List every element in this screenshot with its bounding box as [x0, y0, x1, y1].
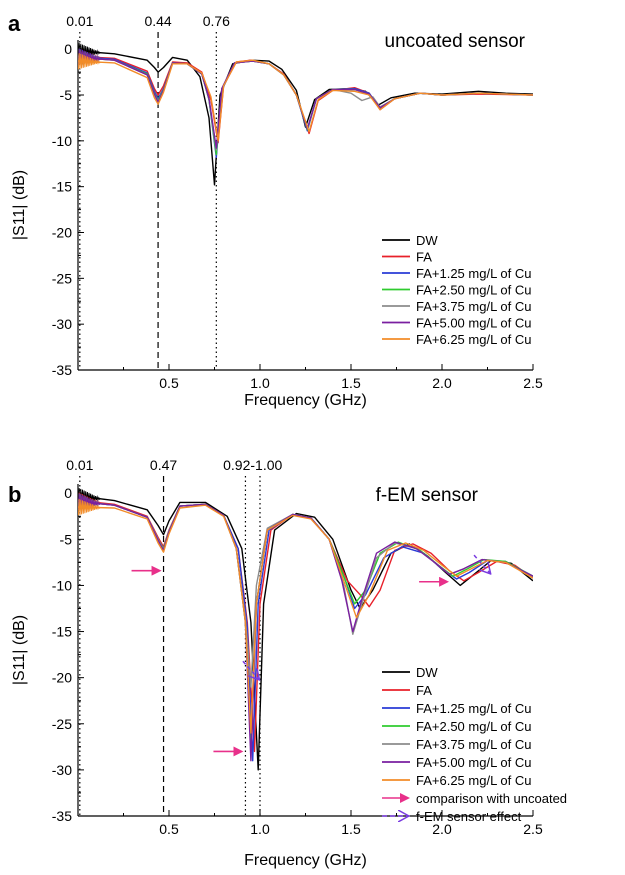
- legend: DW FA FA+1.25 mg/L of Cu FA+2.50 mg/L of Cu…: [382, 665, 567, 824]
- x-tick-label: 2.0: [432, 821, 452, 837]
- legend-label: FA+6.25 mg/L of Cu: [416, 773, 532, 788]
- y-axis-label: |S11| (dB): [11, 615, 28, 685]
- y-tick-label: -15: [52, 179, 72, 195]
- x-tick-label: 1.5: [341, 375, 361, 391]
- y-tick-label: -25: [52, 270, 72, 286]
- series-line-fa-6-25-mg-l-of-cu: [78, 504, 533, 734]
- series-noise: [78, 499, 101, 516]
- x-tick-label: 2.0: [432, 375, 452, 391]
- series-line-fa: [78, 55, 533, 144]
- y-tick-label: -20: [52, 670, 72, 686]
- y-tick-label: -10: [52, 133, 72, 149]
- legend-label: DW: [416, 233, 438, 248]
- x-tick-label: 0.5: [159, 821, 179, 837]
- y-tick-label: -30: [52, 316, 72, 332]
- legend-label: FA+3.75 mg/L of Cu: [416, 737, 532, 752]
- legend-label: FA+1.25 mg/L of Cu: [416, 701, 532, 716]
- chart-title: uncoated sensor: [385, 31, 526, 52]
- legend-label: f-EM sensor effect: [416, 809, 522, 824]
- series-line-dw: [78, 495, 533, 771]
- y-tick-label: -25: [52, 716, 72, 732]
- y-tick-label: 0: [64, 485, 72, 501]
- chart-panel-a: a 0 -5 -10 -15 -20 -25 -30 -35 0.5 1.0 1.5 2.0 2.5 Fre…: [8, 11, 543, 409]
- panel-label: b: [8, 482, 21, 507]
- legend-label: FA+6.25 mg/L of Cu: [416, 332, 532, 347]
- reference-line-label: 0.01: [66, 13, 93, 29]
- legend-label: FA+3.75 mg/L of Cu: [416, 299, 532, 314]
- x-tick-label: 1.5: [341, 821, 361, 837]
- x-tick-label: 0.5: [159, 375, 179, 391]
- series-line-fa-1-25-mg-l-of-cu: [78, 55, 533, 158]
- legend-label: FA+2.50 mg/L of Cu: [416, 719, 532, 734]
- x-tick-label: 1.0: [250, 821, 270, 837]
- legend-label: FA+2.50 mg/L of Cu: [416, 283, 532, 298]
- x-axis-label: Frequency (GHz): [244, 392, 367, 409]
- legend-label: FA+5.00 mg/L of Cu: [416, 316, 532, 331]
- y-tick-label: 0: [64, 41, 72, 57]
- y-tick-label: -10: [52, 577, 72, 593]
- legend-label: FA+5.00 mg/L of Cu: [416, 755, 532, 770]
- chart-panel-b: b 0 -5 -10 -15 -20 -25 -30 -35 0.5 1.0 1.5 2.0 2.5 Fre…: [8, 457, 567, 869]
- x-tick-label: 2.5: [523, 821, 543, 837]
- reference-line-label: 0.01: [66, 457, 93, 473]
- chart-title: f-EM sensor: [376, 485, 479, 506]
- y-axis-label: |S11| (dB): [11, 170, 28, 240]
- series-line-dw: [78, 50, 533, 186]
- x-tick-label: 1.0: [250, 375, 270, 391]
- y-tick-label: -20: [52, 225, 72, 241]
- panel-label: a: [8, 11, 21, 36]
- legend-label: FA: [416, 683, 432, 698]
- y-tick-label: -35: [52, 808, 72, 824]
- series-line-fa-6-25-mg-l-of-cu: [78, 59, 533, 142]
- legend-label: comparison with uncoated: [416, 791, 567, 806]
- legend-label: FA: [416, 250, 432, 265]
- legend-label: FA+1.25 mg/L of Cu: [416, 266, 532, 281]
- series-noise: [78, 53, 101, 70]
- legend-label: DW: [416, 665, 438, 680]
- x-axis-label: Frequency (GHz): [244, 852, 367, 869]
- y-tick-label: -5: [60, 531, 73, 547]
- reference-line-label: 0.76: [203, 13, 230, 29]
- series-group: [78, 488, 533, 771]
- y-tick-label: -35: [52, 362, 72, 378]
- reference-line-label: 0.92-1.00: [223, 457, 282, 473]
- y-tick-label: -5: [60, 87, 73, 103]
- reference-line-label: 0.47: [150, 457, 177, 473]
- y-tick-label: -30: [52, 762, 72, 778]
- y-tick-label: -15: [52, 624, 72, 640]
- series-line-fa-3-75-mg-l-of-cu: [78, 500, 533, 688]
- series-group: [78, 43, 533, 186]
- reference-line-label: 0.44: [144, 13, 171, 29]
- x-tick-label: 2.5: [523, 375, 543, 391]
